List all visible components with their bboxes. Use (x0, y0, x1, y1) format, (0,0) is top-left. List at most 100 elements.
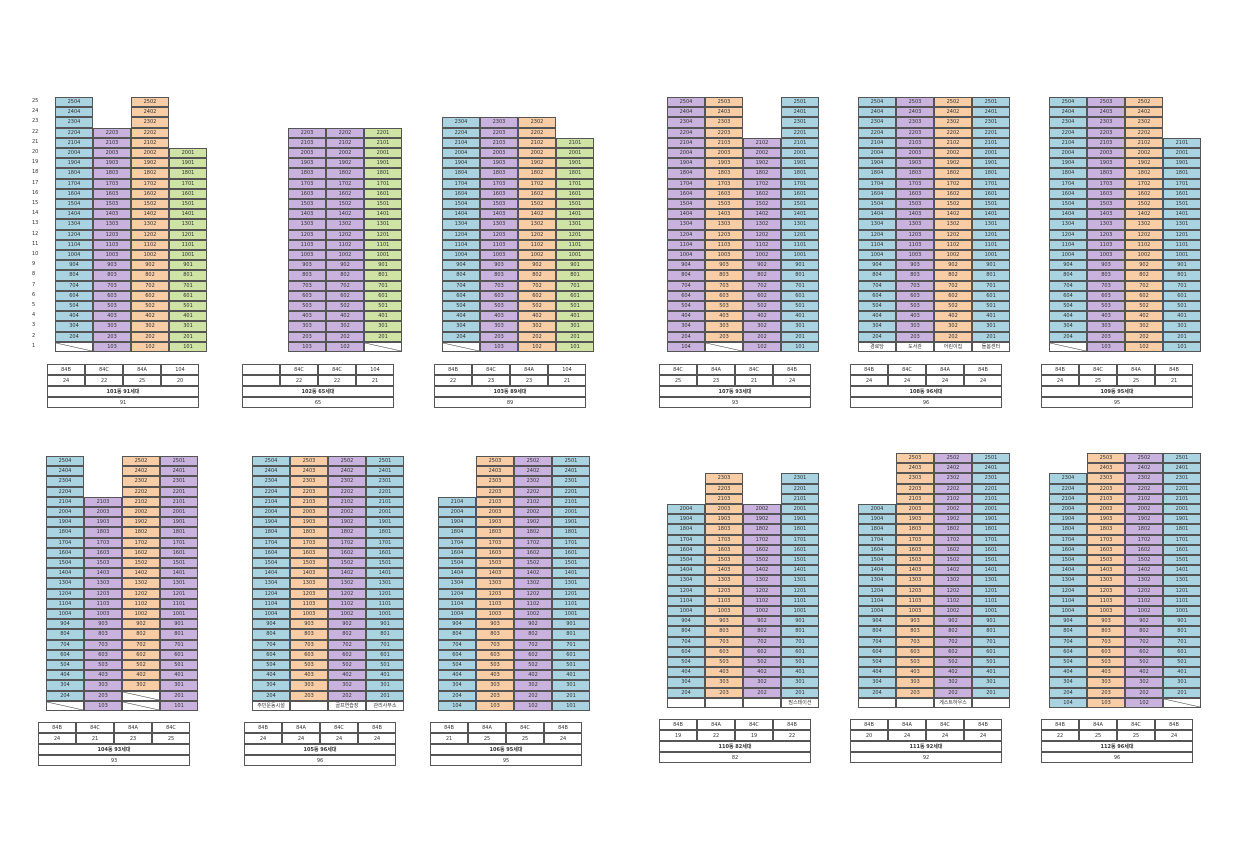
unit-cell: 703 (84, 639, 122, 650)
unit-cell: 601 (366, 649, 404, 660)
unit-type-cell: 84C (320, 722, 358, 733)
unit-cell: 2303 (480, 117, 518, 128)
unit-cell: 2303 (705, 473, 743, 484)
unit-cell: 802 (122, 629, 160, 640)
unit-cell: 1301 (552, 578, 590, 589)
unit-cell: 603 (93, 290, 131, 301)
unit-cell: 403 (1087, 311, 1125, 322)
unit-cell: 401 (556, 311, 594, 322)
unit-cell: 1801 (364, 168, 402, 179)
unit-cell: 202 (743, 687, 781, 698)
unit-cell: 902 (518, 260, 556, 271)
unit-cell: 1801 (552, 527, 590, 538)
unit-cell: 502 (743, 657, 781, 668)
unit-cell: 1301 (1163, 575, 1201, 586)
unit-cell: 1003 (93, 250, 131, 261)
unit-cell: 1801 (781, 524, 819, 535)
unit-cell: 1601 (160, 547, 198, 558)
unit-cell: 1404 (442, 209, 480, 220)
unit-cell: 1804 (252, 527, 290, 538)
unit-cell: 1501 (1163, 199, 1201, 210)
unit-cell: 603 (288, 290, 326, 301)
unit-cell: 1502 (122, 558, 160, 569)
unit-cell: 1604 (252, 547, 290, 558)
unit-cell: 1902 (1125, 514, 1163, 525)
unit-cell: 704 (858, 636, 896, 647)
piloti-cell (442, 341, 480, 352)
unit-cell: 1603 (705, 544, 743, 555)
unit-cell: 1202 (326, 229, 364, 240)
unit-cell: 1401 (169, 209, 207, 220)
unit-cell: 601 (552, 649, 590, 660)
unit-cell: 101 (169, 341, 207, 352)
unit-cell: 504 (46, 660, 84, 671)
facility-cell: 관리사무소 (366, 700, 404, 711)
unit-cell: 701 (972, 636, 1010, 647)
unit-cell: 402 (131, 311, 169, 322)
unit-cell: 1302 (743, 575, 781, 586)
unit-cell: 802 (743, 626, 781, 637)
unit-cell: 1704 (667, 534, 705, 545)
unit-type-cell: 84B (358, 722, 396, 733)
building-summary: 84B 84A 84C 84B 19 22 19 22 110동 82세대 82 (659, 719, 811, 763)
unit-cell: 201 (972, 331, 1010, 342)
unit-cell: 703 (896, 636, 934, 647)
unit-cell: 2201 (552, 486, 590, 497)
unit-cell: 1101 (781, 239, 819, 250)
unit-cell: 1501 (366, 558, 404, 569)
unit-cell: 1504 (667, 555, 705, 566)
unit-cell: 103 (1087, 697, 1125, 708)
piloti-cell (122, 700, 160, 711)
unit-cell: 2404 (858, 107, 896, 118)
unit-cell: 1101 (972, 595, 1010, 606)
unit-cell: 2101 (781, 493, 819, 504)
unit-cell: 1001 (972, 606, 1010, 617)
unit-cell: 502 (122, 660, 160, 671)
unit-count-cell: 21 (356, 375, 394, 386)
unit-count-cell: 25 (152, 733, 190, 744)
unit-cell: 1001 (556, 250, 594, 261)
unit-cell: 1401 (552, 568, 590, 579)
unit-cell: 204 (46, 690, 84, 701)
unit-cell: 1104 (1049, 239, 1087, 250)
unit-cell: 602 (743, 646, 781, 657)
unit-cell: 804 (1049, 626, 1087, 637)
unit-cell: 702 (326, 280, 364, 291)
unit-count-cell: 24 (888, 375, 926, 386)
unit-cell: 1401 (781, 565, 819, 576)
unit-cell: 703 (480, 280, 518, 291)
unit-cell: 2002 (122, 507, 160, 518)
unit-cell: 2203 (896, 127, 934, 138)
unit-cell: 904 (667, 616, 705, 627)
unit-cell: 1703 (84, 537, 122, 548)
unit-cell: 1501 (972, 199, 1010, 210)
unit-cell: 901 (556, 260, 594, 271)
unit-type-cell: 84A (888, 719, 926, 730)
unit-cell: 2104 (442, 137, 480, 148)
unit-cell: 2302 (1125, 473, 1163, 484)
unit-cell: 2202 (1125, 483, 1163, 494)
unit-cell: 1602 (934, 544, 972, 555)
unit-count-cell (242, 375, 280, 386)
unit-cell: 402 (934, 311, 972, 322)
building-summary: 84C 84C 104 22 22 21 102동 65세대 65 (242, 364, 394, 408)
unit-cell: 603 (896, 646, 934, 657)
unit-cell: 2301 (972, 117, 1010, 128)
unit-cell: 802 (131, 270, 169, 281)
unit-cell: 904 (442, 260, 480, 271)
unit-type-cell: 84B (38, 722, 76, 733)
unit-cell: 101 (552, 700, 590, 711)
unit-cell: 1203 (93, 229, 131, 240)
unit-cell: 2003 (476, 507, 514, 518)
unit-cell: 1401 (366, 568, 404, 579)
unit-count-cell: 21 (430, 733, 468, 744)
unit-cell: 2501 (781, 97, 819, 108)
unit-cell: 1504 (858, 555, 896, 566)
unit-cell: 1203 (1087, 585, 1125, 596)
unit-cell: 2103 (84, 496, 122, 507)
unit-cell: 301 (552, 680, 590, 691)
unit-cell: 1204 (1049, 229, 1087, 240)
unit-type-cell: 84C (318, 364, 356, 375)
unit-cell: 1403 (84, 568, 122, 579)
unit-cell: 2502 (122, 456, 160, 467)
